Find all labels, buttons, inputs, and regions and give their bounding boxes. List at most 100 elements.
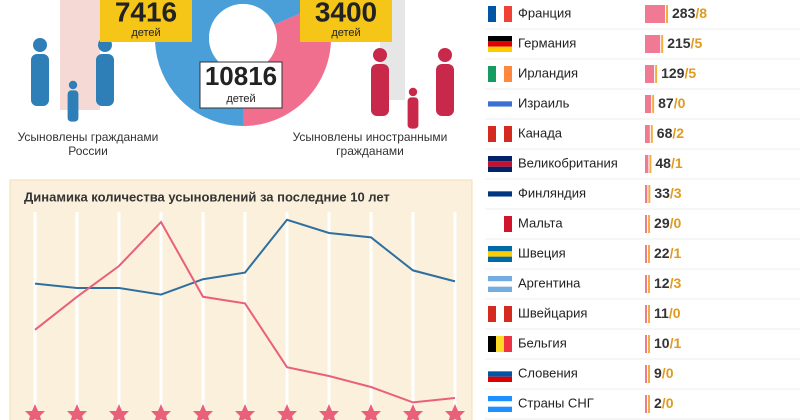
value-second: 2 (676, 125, 684, 141)
value-bar (645, 35, 661, 53)
flag (488, 371, 512, 377)
person (96, 54, 114, 106)
value-main: 2 (654, 395, 662, 411)
flag (488, 196, 512, 202)
pie-caption: Усыновлены гражданами России (18, 130, 159, 158)
value-bar (645, 395, 647, 413)
country-value: 22/1 (654, 245, 681, 261)
value-sep: / (670, 185, 674, 201)
star (445, 404, 465, 420)
star (319, 404, 339, 420)
value-sep: / (662, 365, 666, 381)
flag (488, 281, 512, 287)
value-main: 87 (658, 95, 674, 111)
value-sep: / (670, 335, 674, 351)
line-series (34, 218, 456, 296)
star (109, 404, 129, 420)
pie-caption: Усыновлены иностранными гражданами (293, 130, 448, 158)
country-value: 33/3 (654, 185, 681, 201)
value-second: 3 (673, 275, 681, 291)
value-main: 11 (654, 305, 669, 321)
country-name: Германия (518, 35, 576, 50)
flag (488, 376, 512, 382)
flag (488, 286, 512, 292)
pie-value: 7416 (115, 0, 177, 27)
person (67, 90, 79, 122)
star (403, 404, 423, 420)
country-value: 11/0 (654, 305, 681, 321)
flag (488, 101, 512, 107)
country-name: Мальта (518, 215, 563, 230)
flag (488, 216, 496, 232)
value-second: 0 (666, 365, 674, 381)
value-bar (645, 215, 648, 233)
flag (496, 6, 504, 22)
star (361, 404, 381, 420)
value-second: 0 (674, 215, 682, 231)
flag (488, 336, 496, 352)
bar-tick (649, 155, 652, 173)
value-bar (645, 5, 665, 23)
flag (488, 401, 512, 407)
value-sep: / (672, 125, 676, 141)
bar-tick (648, 185, 651, 203)
value-second: 8 (699, 5, 707, 21)
line-series (34, 220, 456, 404)
value-sep: / (670, 215, 674, 231)
value-sep: / (691, 35, 695, 51)
value-bar (645, 125, 650, 143)
country-name: Швейцария (518, 305, 587, 320)
pie-unit: детей (331, 27, 360, 39)
country-name: Словения (518, 365, 578, 380)
person (373, 48, 387, 62)
person (68, 80, 78, 90)
flag (504, 6, 512, 22)
star (235, 404, 255, 420)
flag (488, 246, 512, 252)
person (407, 97, 419, 129)
value-second: 3 (674, 185, 682, 201)
flag (488, 46, 512, 52)
bar-tick (648, 215, 651, 233)
flag (504, 306, 512, 322)
value-bar (645, 365, 647, 383)
value-main: 29 (654, 215, 670, 231)
person (438, 48, 452, 62)
country-value: 10/1 (654, 335, 681, 351)
flag (488, 256, 512, 262)
value-main: 9 (654, 365, 662, 381)
flag (496, 126, 504, 142)
flag (488, 251, 512, 257)
value-sep: / (674, 95, 678, 111)
country-value: 2/0 (654, 395, 674, 411)
flag (488, 156, 512, 162)
value-second: 0 (673, 305, 681, 321)
kremlin (60, 0, 100, 110)
value-bar (645, 185, 648, 203)
value-main: 68 (657, 125, 673, 141)
line-panel (9, 179, 473, 420)
value-main: 22 (654, 245, 670, 261)
flag (496, 66, 504, 82)
value-second: 5 (688, 65, 696, 81)
country-name: Канада (518, 125, 563, 140)
value-second: 0 (666, 395, 674, 411)
flag (504, 216, 512, 232)
person (408, 87, 418, 97)
country-value: 87/0 (658, 95, 685, 111)
flag (488, 191, 512, 197)
bar-tick (652, 95, 655, 113)
country-value: 129/5 (661, 65, 696, 81)
country-name: Франция (518, 5, 571, 20)
person (33, 38, 47, 52)
country-name: Финляндия (518, 185, 586, 200)
pie-hole (209, 4, 277, 72)
country-name: Страны СНГ (518, 395, 594, 410)
value-main: 48 (655, 155, 671, 171)
flag (488, 366, 512, 372)
value-second: 1 (673, 335, 681, 351)
star (67, 404, 87, 420)
flag (504, 66, 512, 82)
value-bar (645, 275, 647, 293)
flag (488, 166, 512, 172)
